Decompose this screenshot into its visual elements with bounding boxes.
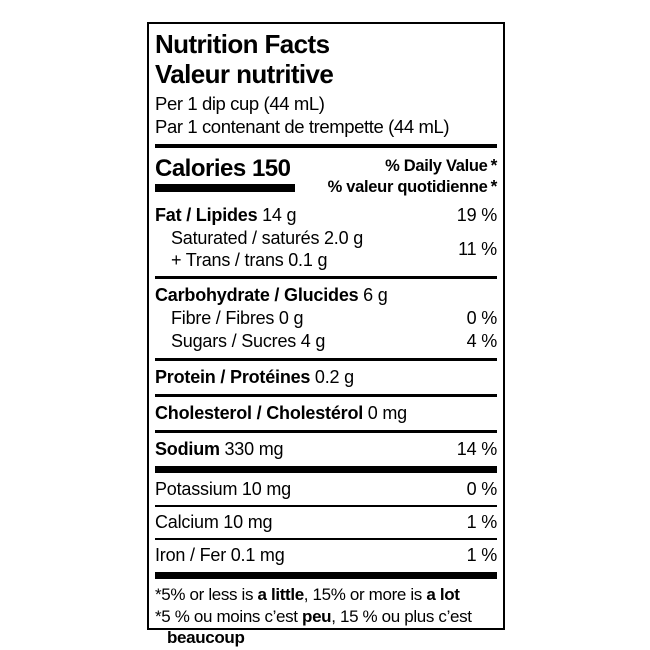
fat-dv: 19 %: [456, 205, 497, 225]
calories-block: Calories 150 % Daily Value * % valeur quot…: [155, 155, 497, 197]
calcium-dv: 1 %: [466, 512, 498, 532]
footnote-asterisk-fr: *: [155, 606, 162, 626]
divider-serving: [155, 144, 497, 148]
nutrient-row-calcium: Calcium 10 mg 1 %: [155, 511, 497, 534]
daily-value-header-en: % Daily Value *: [328, 155, 498, 177]
nutrition-facts-label: Nutrition Facts Valeur nutritive Per 1 d…: [147, 22, 505, 647]
fat-label: Fat / Lipides 14 g: [155, 205, 297, 225]
calories-word: Calories: [155, 155, 246, 182]
nutrient-row-sugars: Sugars / Sucres 4 g 4 %: [155, 330, 497, 353]
divider: [155, 394, 497, 397]
daily-value-header-fr: % valeur quotidienne *: [327, 175, 498, 198]
daily-value-text-en: % Daily Value: [385, 157, 488, 175]
calories-left: Calories 150: [155, 155, 301, 192]
iron-label: Iron / Fer 0.1 mg: [155, 545, 285, 565]
footnote-fr: *5 % ou moins c’est peu, 15 % ou plus c’…: [155, 606, 472, 648]
calories-underline-bar: [155, 184, 295, 192]
nutrient-row-fat: Fat / Lipides 14 g 19 %: [155, 204, 497, 227]
sugars-dv: 4 %: [466, 331, 498, 351]
protein-label: Protein / Protéines 0.2 g: [155, 367, 354, 387]
title-en: Nutrition Facts: [155, 29, 330, 59]
nutrient-row-cholesterol: Cholesterol / Cholestérol 0 mg: [155, 402, 497, 425]
nutrient-row-potassium: Potassium 10 mg 0 %: [155, 478, 497, 501]
divider: [155, 276, 497, 279]
nutrient-row-carbohydrate: Carbohydrate / Glucides 6 g: [155, 284, 497, 307]
saturated-trans-dv: 11 %: [458, 239, 497, 259]
iron-dv: 1 %: [466, 545, 498, 565]
footnote-en: *5% or less is a little, 15% or more is …: [155, 585, 460, 604]
potassium-dv: 0 %: [466, 479, 498, 499]
trans-label: + Trans / trans 0.1 g: [171, 250, 328, 270]
sodium-label: Sodium 330 mg: [155, 439, 284, 459]
daily-value-asterisk-fr: *: [490, 175, 498, 196]
nutrient-row-protein: Protein / Protéines 0.2 g: [155, 366, 497, 389]
carbohydrate-label: Carbohydrate / Glucides 6 g: [155, 285, 388, 305]
sugars-label: Sugars / Sucres 4 g: [171, 331, 326, 351]
divider-thick: [155, 572, 497, 579]
serving-size-en: Per 1 dip cup (44 mL): [155, 93, 325, 114]
divider: [155, 505, 497, 507]
sodium-dv: 14 %: [456, 439, 497, 459]
fibre-dv: 0 %: [466, 308, 498, 328]
saturated-label: Saturated / saturés 2.0 g: [171, 228, 364, 248]
title-fr: Valeur nutritive: [155, 59, 334, 89]
nutrient-row-sodium: Sodium 330 mg 14 %: [155, 438, 497, 461]
daily-value-text-fr: % valeur quotidienne: [327, 177, 488, 196]
footnote-asterisk-en: *: [155, 585, 162, 604]
calories-value: 150: [251, 155, 291, 182]
divider: [155, 430, 497, 433]
cholesterol-label: Cholesterol / Cholestérol 0 mg: [155, 403, 407, 423]
calories-label: Calories 150: [155, 155, 301, 182]
divider-thick: [155, 466, 497, 473]
divider: [155, 538, 497, 540]
fibre-label: Fibre / Fibres 0 g: [171, 308, 304, 328]
daily-value-asterisk-en: *: [490, 155, 498, 175]
saturated-trans-labels: Saturated / saturés 2.0 g + Trans / trans…: [155, 227, 363, 271]
nutrient-group-saturated-trans: Saturated / saturés 2.0 g + Trans / trans…: [155, 227, 497, 271]
calcium-label: Calcium 10 mg: [155, 512, 273, 532]
serving-size-fr: Par 1 contenant de trempette (44 mL): [155, 116, 450, 137]
nutrient-row-fibre: Fibre / Fibres 0 g 0 %: [155, 307, 497, 330]
daily-value-header: % Daily Value * % valeur quotidienne *: [327, 155, 498, 198]
potassium-label: Potassium 10 mg: [155, 479, 291, 499]
divider: [155, 358, 497, 361]
nutrient-row-iron: Iron / Fer 0.1 mg 1 %: [155, 544, 497, 567]
